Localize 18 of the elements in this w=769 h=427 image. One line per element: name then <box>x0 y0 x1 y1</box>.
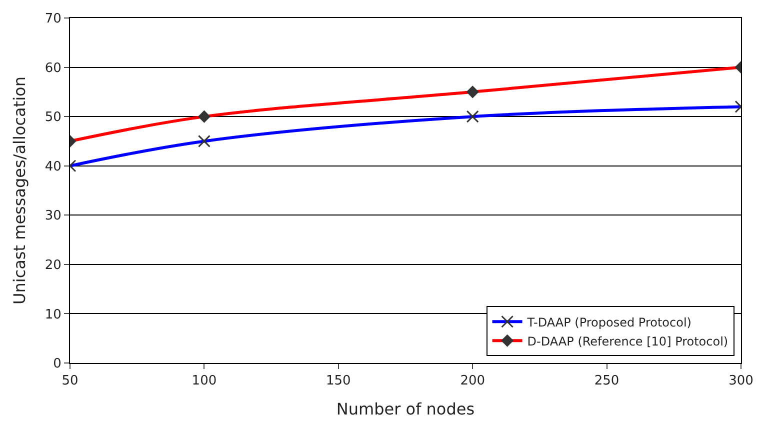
x-tick-label: 200 <box>460 374 486 389</box>
legend-label: T-DAAP (Proposed Protocol) <box>526 315 692 330</box>
y-tick-label: 30 <box>44 208 62 224</box>
x-tick-label: 100 <box>192 374 217 389</box>
x-tick-label: 300 <box>728 374 754 389</box>
y-tick-label: 60 <box>44 60 62 76</box>
y-tick-label: 10 <box>44 307 62 322</box>
x-tick-label: 50 <box>62 374 78 389</box>
y-tick-label: 40 <box>44 159 62 174</box>
y-tick-label: 0 <box>53 356 62 372</box>
x-axis-title: Number of nodes <box>336 399 475 418</box>
x-tick-label: 150 <box>326 374 351 389</box>
y-axis-title: Unicast messages/allocation <box>10 76 29 304</box>
legend-label: D-DAAP (Reference [10] Protocol) <box>527 334 728 348</box>
y-tick-label: 70 <box>44 12 62 27</box>
x-tick-label: 250 <box>594 374 620 389</box>
y-tick-label: 50 <box>44 110 62 126</box>
y-tick-label: 20 <box>44 258 62 273</box>
